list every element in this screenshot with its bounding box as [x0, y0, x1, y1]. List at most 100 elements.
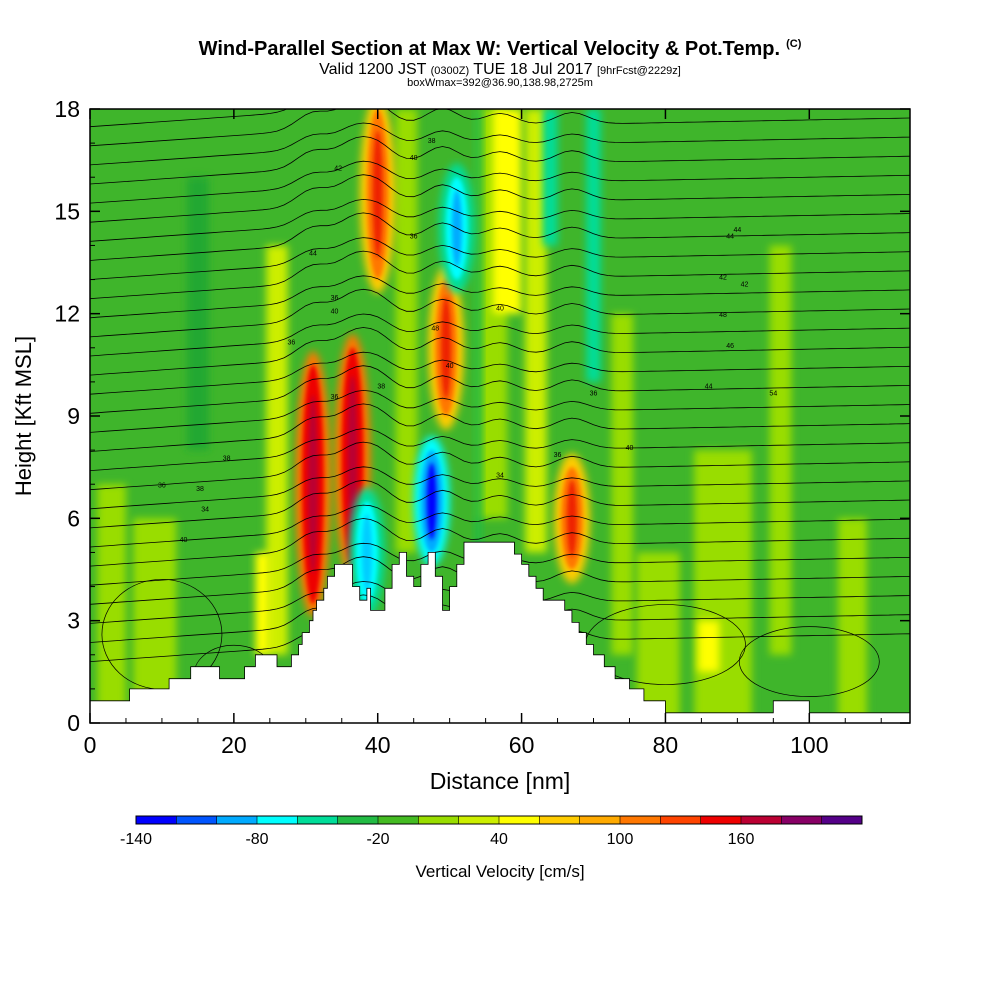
isentrope-line [90, 109, 288, 128]
field-band [543, 109, 558, 246]
colorbar-tick-label: 40 [490, 831, 508, 848]
y-tick-label: 3 [67, 608, 80, 634]
colorbar-tick-label: -140 [120, 831, 152, 848]
chart-subtitle: Valid 1200 JST (0300Z) TUE 18 Jul 2017 [… [319, 61, 681, 78]
y-tick-label: 12 [54, 301, 80, 327]
isentrope-line [90, 403, 910, 452]
isentrope-line [90, 250, 910, 300]
colorbar-swatch [216, 816, 258, 824]
downdraft-core [348, 487, 385, 618]
y-tick-label: 15 [54, 198, 80, 224]
field-band [395, 109, 418, 553]
isentrope-line [90, 365, 910, 414]
colorbar-swatch [418, 816, 460, 824]
colorbar-swatch [136, 816, 177, 824]
isentrope-label: 44 [726, 234, 734, 241]
isentrope-line [90, 174, 910, 223]
isentrope-label: 44 [705, 384, 713, 391]
colorbar-tick-label: -20 [366, 831, 389, 848]
isentrope-label: 36 [554, 452, 562, 459]
chart-title: Wind-Parallel Section at Max W: Vertical… [198, 38, 802, 60]
colorbar-swatch [620, 816, 661, 824]
isentrope-label: 42 [334, 165, 342, 172]
isentrope-label: 40 [410, 155, 418, 162]
isentrope-label: 38 [196, 486, 204, 493]
isentrope-line [90, 428, 910, 471]
field-band [255, 552, 270, 655]
colorbar-label: Vertical Velocity [cm/s] [415, 862, 585, 881]
x-tick-label: 100 [790, 732, 828, 758]
isentrope-label: 36 [331, 394, 339, 401]
field-band [697, 620, 720, 672]
field-band [769, 245, 792, 655]
isentrope-line [90, 327, 910, 376]
chart-subtitle-box-wmax: boxWmax=392@36.90,138.98,2725m [407, 77, 593, 89]
isentrope-label: 40 [180, 537, 188, 544]
isentrope-line [90, 136, 910, 185]
isentrope-line [90, 351, 910, 395]
colorbar-swatch [579, 816, 621, 824]
colorbar-swatch [176, 816, 218, 824]
isentrope-label: 42 [741, 281, 749, 288]
isentrope-label: 40 [496, 305, 504, 312]
isentrope-label: 46 [726, 343, 734, 350]
field-band [611, 313, 634, 655]
isentrope-label: 36 [288, 339, 296, 346]
isentrope-label: 38 [428, 138, 436, 145]
y-axis-label: Height [Kft MSL] [11, 335, 36, 497]
colorbar-tick-label: 100 [607, 831, 634, 848]
isentrope-line [90, 441, 910, 491]
colorbar-swatch [660, 816, 702, 824]
colorbar-swatch [700, 816, 742, 824]
x-tick-label: 80 [653, 732, 679, 758]
isentrope-line [90, 504, 910, 548]
isentrope-line [90, 479, 910, 529]
isentrope-label: 48 [431, 326, 439, 333]
isentrope-label: 48 [719, 312, 727, 319]
isentrope-line [90, 198, 910, 242]
isentrope-line [90, 275, 910, 319]
field-band [474, 109, 483, 723]
isentrope-line [90, 60, 910, 108]
colorbar-swatch [741, 816, 782, 824]
colorbar: -140 -80 -20 40 100 160 [120, 815, 863, 848]
isentrope-label: 36 [331, 295, 339, 302]
field-band [187, 177, 209, 451]
x-tick-label: 20 [221, 732, 247, 758]
colorbar-swatch [337, 816, 379, 824]
colorbar-swatch [499, 816, 540, 824]
colorbar-swatch [458, 816, 500, 824]
updraft-core [294, 350, 331, 618]
x-axis-label: Distance [nm] [429, 768, 571, 794]
isentrope-line [90, 288, 910, 338]
isentrope-label: 40 [331, 309, 339, 316]
isentrope-label: 36 [158, 483, 166, 490]
isentrope-label: 44 [309, 251, 317, 258]
potential-temperature-contours: 40 36 34 36 40 38 42 44 36 40 38 40 36 44 42 46 44 48 54 38… [90, 60, 910, 706]
updraft-core [553, 453, 590, 584]
downdraft-core [413, 436, 450, 567]
isentrope-label: 54 [769, 391, 777, 398]
isentrope-line [90, 518, 910, 567]
colorbar-swatch [378, 816, 419, 824]
y-tick-label: 9 [67, 403, 80, 429]
colorbar-tick-label: 160 [728, 831, 755, 848]
y-tick-label: 18 [54, 96, 80, 122]
isentrope-label: 34 [201, 507, 209, 514]
colorbar-swatch [539, 816, 581, 824]
y-tick-label: 6 [67, 505, 80, 531]
colorbar-swatch [821, 816, 863, 824]
isentrope-line [738, 626, 880, 697]
isentrope-line [90, 466, 910, 510]
isentrope-label: 42 [719, 275, 727, 282]
x-tick-label: 40 [365, 732, 391, 758]
isentrope-label: 34 [496, 472, 504, 479]
field-band [586, 109, 601, 382]
terrain-mask [90, 541, 910, 723]
colorbar-swatch [257, 816, 298, 824]
isentrope-line [90, 237, 910, 280]
isentrope-label: 38 [377, 384, 385, 391]
isentrope-line [90, 313, 910, 357]
